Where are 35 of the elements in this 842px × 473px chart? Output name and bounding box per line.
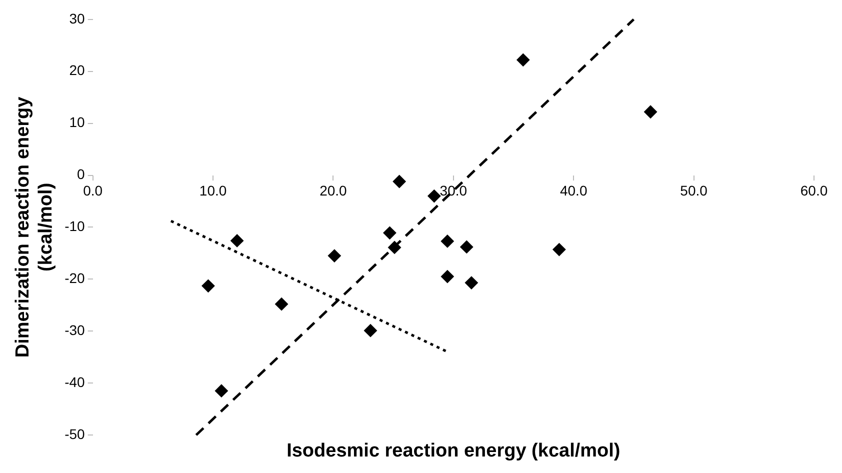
- point: [275, 298, 288, 311]
- point: [230, 234, 244, 248]
- x-tick-label: 40.0: [560, 182, 588, 199]
- y-tick-label: 0: [77, 166, 86, 182]
- point: [428, 190, 441, 203]
- point: [516, 53, 530, 66]
- point: [202, 279, 215, 292]
- point: [552, 243, 566, 256]
- x-tick-label: 0.0: [83, 182, 103, 199]
- point: [214, 384, 228, 398]
- y-tick-label: 20: [69, 62, 86, 78]
- point: [392, 174, 406, 188]
- y-tick-label: -30: [64, 322, 86, 338]
- x-tick-label: 20.0: [320, 182, 348, 199]
- y-tick-label: -20: [64, 270, 86, 286]
- point: [383, 226, 396, 240]
- y-axis-title: Dimerization reaction energy (kcal/mol): [12, 96, 56, 358]
- y-tick-label: 10: [69, 114, 86, 130]
- point: [328, 249, 341, 262]
- point: [464, 276, 478, 290]
- point: [440, 234, 454, 248]
- x-tick-label: 60.0: [800, 182, 828, 199]
- x-tick-label: 30.0: [440, 182, 468, 199]
- y-tick-label: -50: [64, 426, 86, 442]
- point: [364, 324, 377, 338]
- y-tick-label: 30: [69, 10, 86, 26]
- point: [388, 240, 402, 254]
- y-tick-label: -40: [64, 374, 86, 390]
- x-axis-title: Isodesmic reaction energy (kcal/mol): [286, 440, 620, 462]
- point: [460, 240, 474, 254]
- y-tick-label: -10: [64, 218, 86, 234]
- point: [644, 105, 658, 118]
- point: [440, 270, 454, 284]
- x-tick-label: 10.0: [199, 182, 227, 199]
- x-tick-label: 50.0: [680, 182, 708, 199]
